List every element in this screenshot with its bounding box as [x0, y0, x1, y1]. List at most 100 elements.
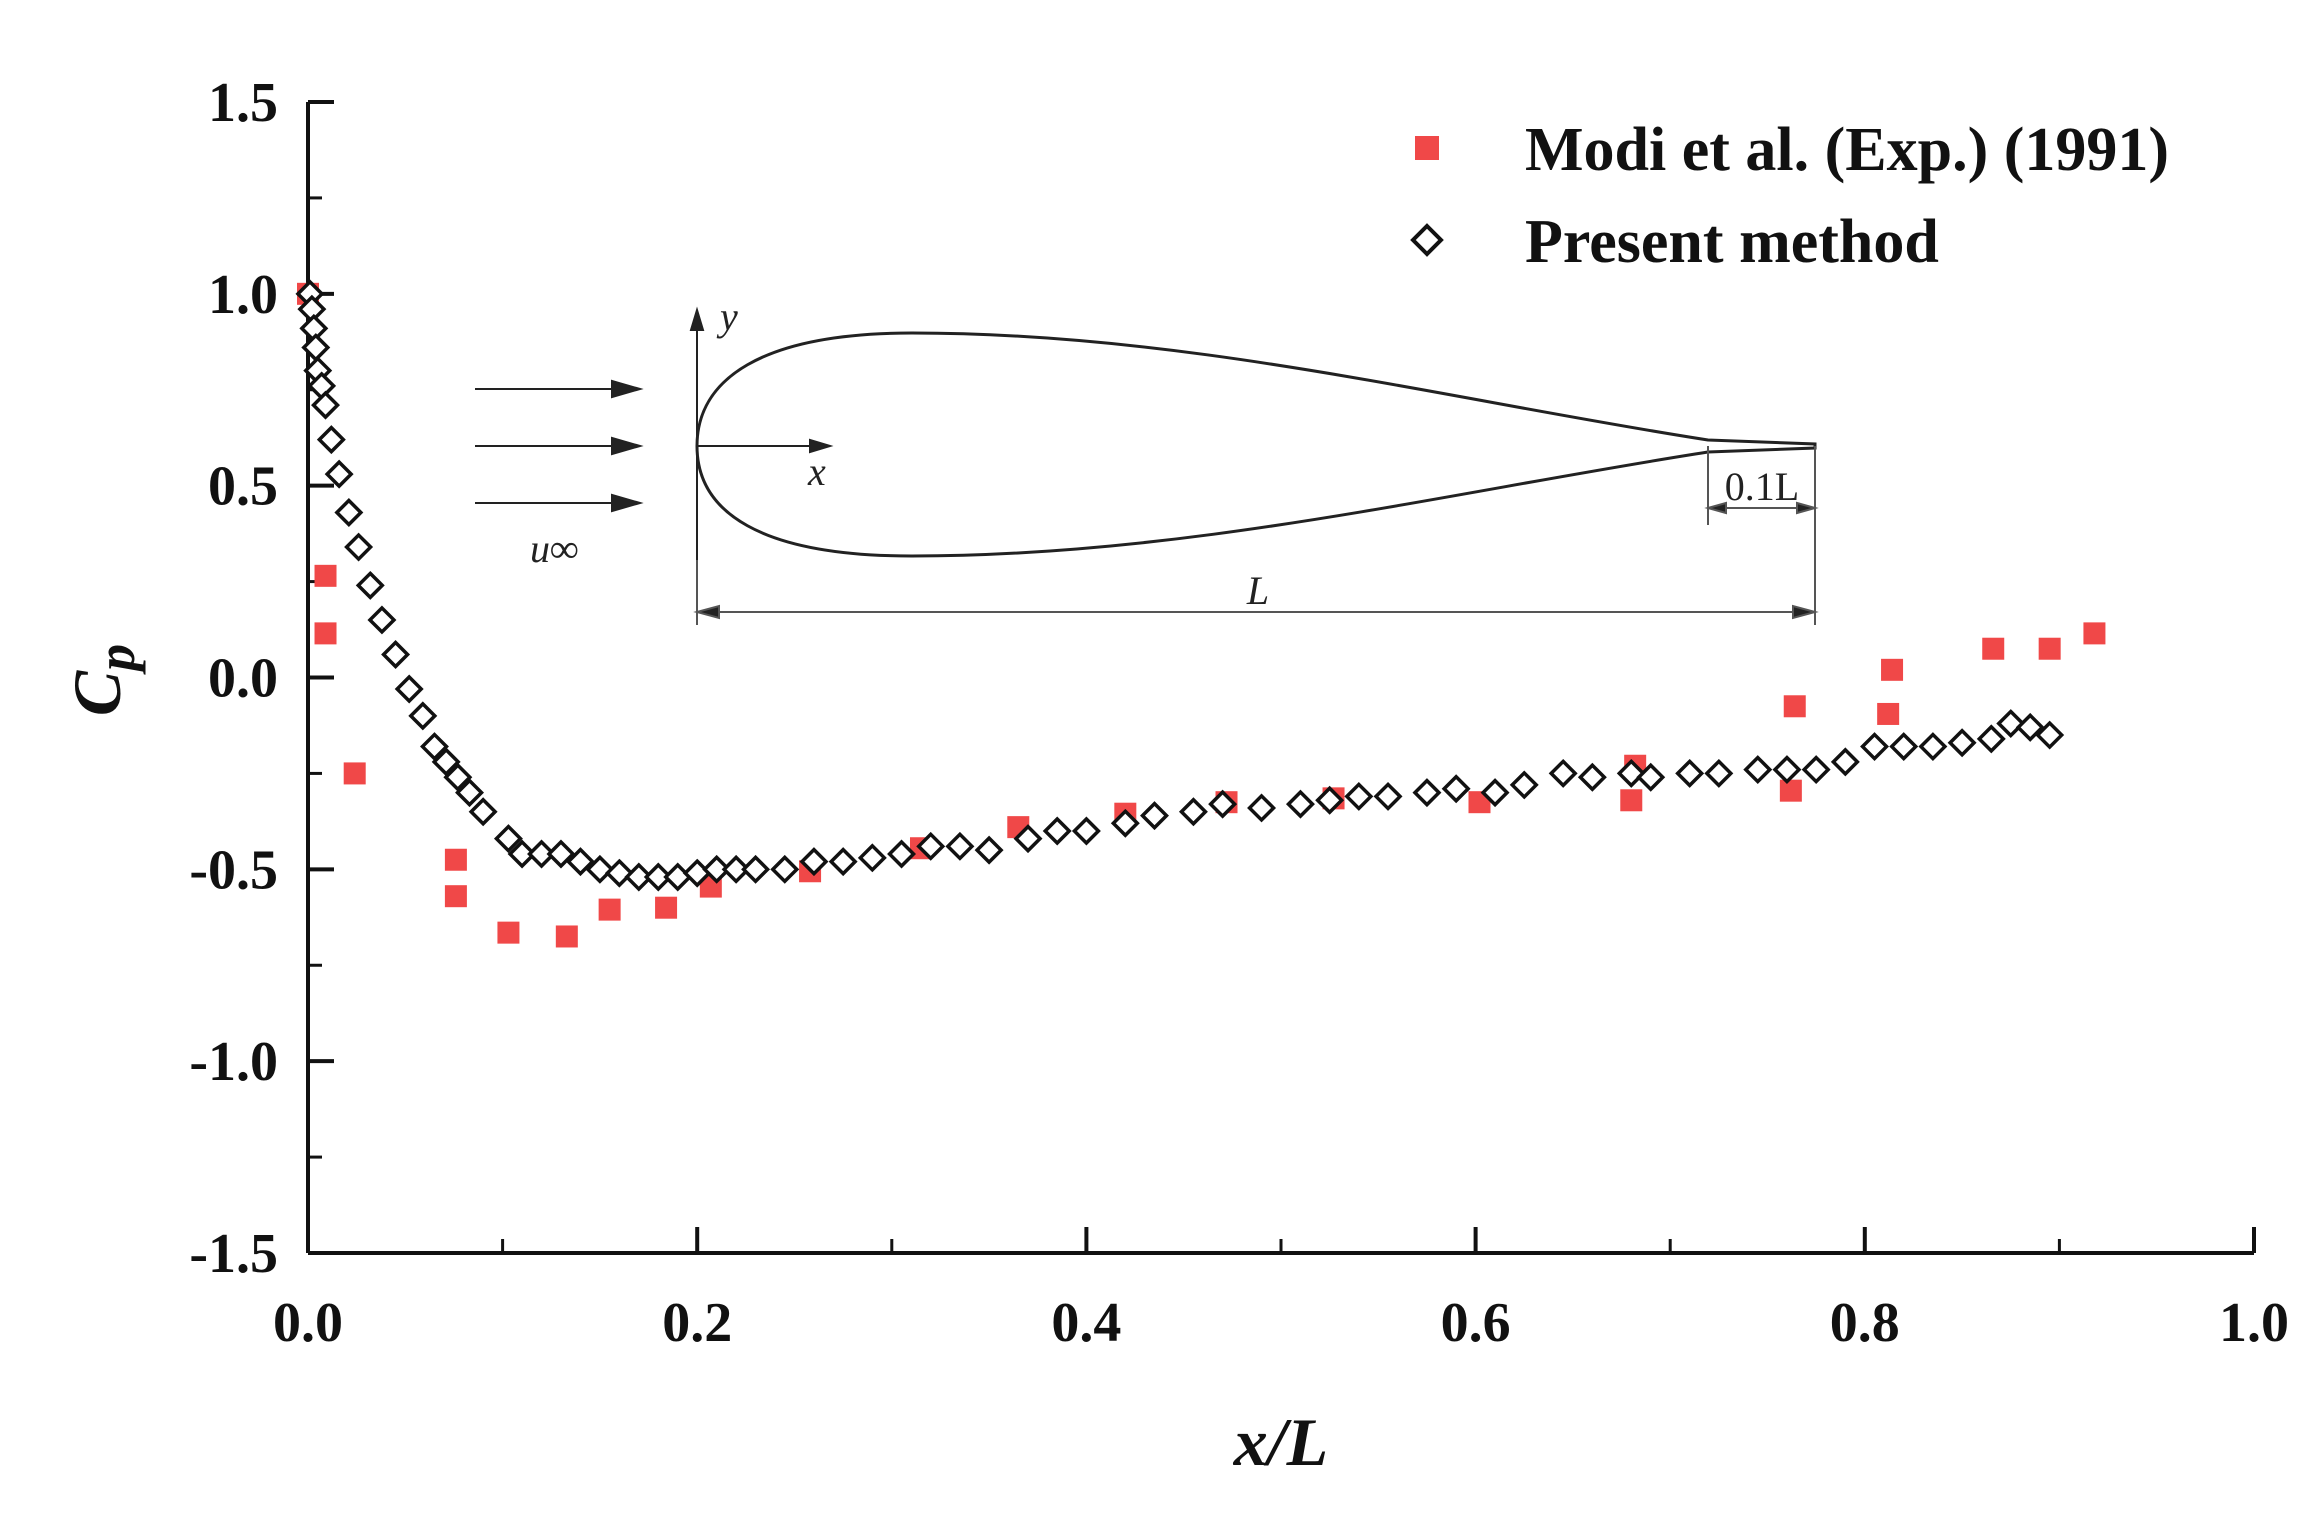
- data-point-present: [1976, 724, 2006, 754]
- data-point-present: [546, 839, 576, 869]
- data-point-modi: [1783, 695, 1806, 718]
- y-tick-label: 1.5: [208, 72, 278, 134]
- y-tick-label: -0.5: [189, 839, 278, 901]
- data-point-present: [324, 459, 354, 489]
- data-point-present: [1577, 762, 1607, 792]
- x-tick-label: 0.0: [273, 1292, 343, 1354]
- data-point-modi: [598, 898, 621, 921]
- data-point-present: [527, 839, 556, 869]
- data-point-present: [443, 762, 473, 792]
- y-tick-label: -1.5: [189, 1223, 278, 1285]
- svg-text:Cp: Cp: [59, 644, 146, 716]
- data-point-present: [1013, 824, 1043, 854]
- dimension-lines: [693, 446, 1819, 625]
- data-point-present: [420, 732, 449, 762]
- y-tick-label: 1.0: [208, 264, 278, 326]
- data-point-modi: [2083, 622, 2106, 645]
- body-profile-inset: u∞ x y L 0.1L: [475, 294, 1819, 625]
- data-point-present: [1315, 785, 1345, 815]
- data-point-present: [1285, 789, 1315, 819]
- legend: Modi et al. (Exp.) (1991) Present method: [1410, 116, 2169, 276]
- data-point-modi: [1982, 637, 2005, 660]
- data-point-present: [344, 532, 374, 562]
- data-point-present: [1344, 781, 1374, 811]
- data-point-present: [857, 843, 887, 873]
- length-label: L: [1246, 568, 1269, 613]
- data-point-present: [1071, 816, 1101, 846]
- data-point-present: [1140, 801, 1169, 831]
- data-point-present: [507, 839, 537, 869]
- data-point-present: [2035, 720, 2065, 750]
- data-point-present: [828, 847, 858, 877]
- data-point-present: [468, 797, 498, 827]
- data-point-present: [408, 701, 438, 731]
- data-point-present: [455, 778, 484, 808]
- data-point-present: [702, 854, 732, 884]
- data-point-present: [770, 854, 800, 884]
- data-point-present: [1918, 732, 1948, 762]
- data-point-present: [1947, 728, 1977, 758]
- y-tick-label: 0.0: [208, 648, 278, 710]
- data-point-present: [1509, 770, 1539, 800]
- ticks: [306, 100, 2256, 1255]
- data-point-modi: [444, 848, 467, 871]
- data-point-present: [1860, 732, 1890, 762]
- data-point-modi: [314, 622, 337, 645]
- data-point-modi: [1881, 658, 1904, 681]
- data-point-present: [431, 747, 461, 777]
- data-point-present: [316, 425, 346, 455]
- data-point-present: [2015, 712, 2045, 742]
- data-point-present: [1178, 797, 1208, 827]
- tick-labels: 0.0 0.2 0.4 0.6 0.8 1.0 1.5 1.0 0.5 0.0 -0.5 -1.0 -1…: [189, 72, 2289, 1354]
- data-point-modi: [343, 762, 366, 785]
- data-point-present: [1208, 789, 1238, 819]
- data-point-present: [604, 858, 634, 888]
- data-point-present: [1743, 755, 1773, 785]
- data-point-present: [1247, 793, 1277, 823]
- x-tick-label: 0.8: [1830, 1292, 1900, 1354]
- data-point-present: [1042, 816, 1072, 846]
- legend-marker-square: [1415, 136, 1439, 160]
- legend-label-modi: Modi et al. (Exp.) (1991): [1525, 116, 2169, 184]
- data-point-present: [974, 835, 1004, 865]
- data-point-present: [643, 862, 673, 892]
- inset-y-label: y: [716, 294, 738, 339]
- data-point-present: [1412, 778, 1442, 808]
- data-point-present: [1996, 709, 2026, 739]
- data-point-present: [741, 854, 771, 884]
- data-point-present: [394, 674, 424, 704]
- data-point-present: [367, 605, 397, 635]
- y-axis-title: Cp: [59, 644, 146, 716]
- body-profile-outline: [695, 331, 1817, 558]
- data-point-present: [1772, 755, 1802, 785]
- data-point-present: [565, 847, 595, 877]
- data-point-present: [585, 854, 615, 884]
- data-point-modi: [444, 885, 467, 908]
- x-tick-label: 0.4: [1051, 1292, 1121, 1354]
- data-point-present: [334, 498, 364, 527]
- data-point-present: [1675, 758, 1705, 788]
- series-present-method: [295, 279, 2065, 892]
- data-point-modi: [1779, 779, 1802, 802]
- data-point-present: [1801, 755, 1831, 785]
- y-tick-label: 0.5: [208, 456, 278, 518]
- data-point-present: [1441, 774, 1471, 804]
- data-point-present: [887, 839, 917, 869]
- data-point-modi: [1877, 702, 1900, 725]
- data-point-modi: [2038, 637, 2061, 660]
- data-point-modi: [555, 925, 578, 948]
- data-point-present: [1110, 808, 1140, 838]
- data-point-present: [355, 570, 385, 600]
- data-point-modi: [497, 921, 520, 944]
- x-tick-label: 0.2: [662, 1292, 732, 1354]
- data-point-present: [916, 831, 946, 861]
- data-point-present: [1636, 762, 1666, 792]
- data-point-present: [381, 640, 411, 669]
- legend-label-present: Present method: [1525, 208, 1939, 276]
- tail-length-label: 0.1L: [1725, 464, 1799, 509]
- legend-marker-diamond: [1410, 223, 1444, 257]
- y-tick-label: -1.0: [189, 1031, 278, 1093]
- data-point-modi: [655, 896, 678, 919]
- data-point-present: [311, 390, 340, 420]
